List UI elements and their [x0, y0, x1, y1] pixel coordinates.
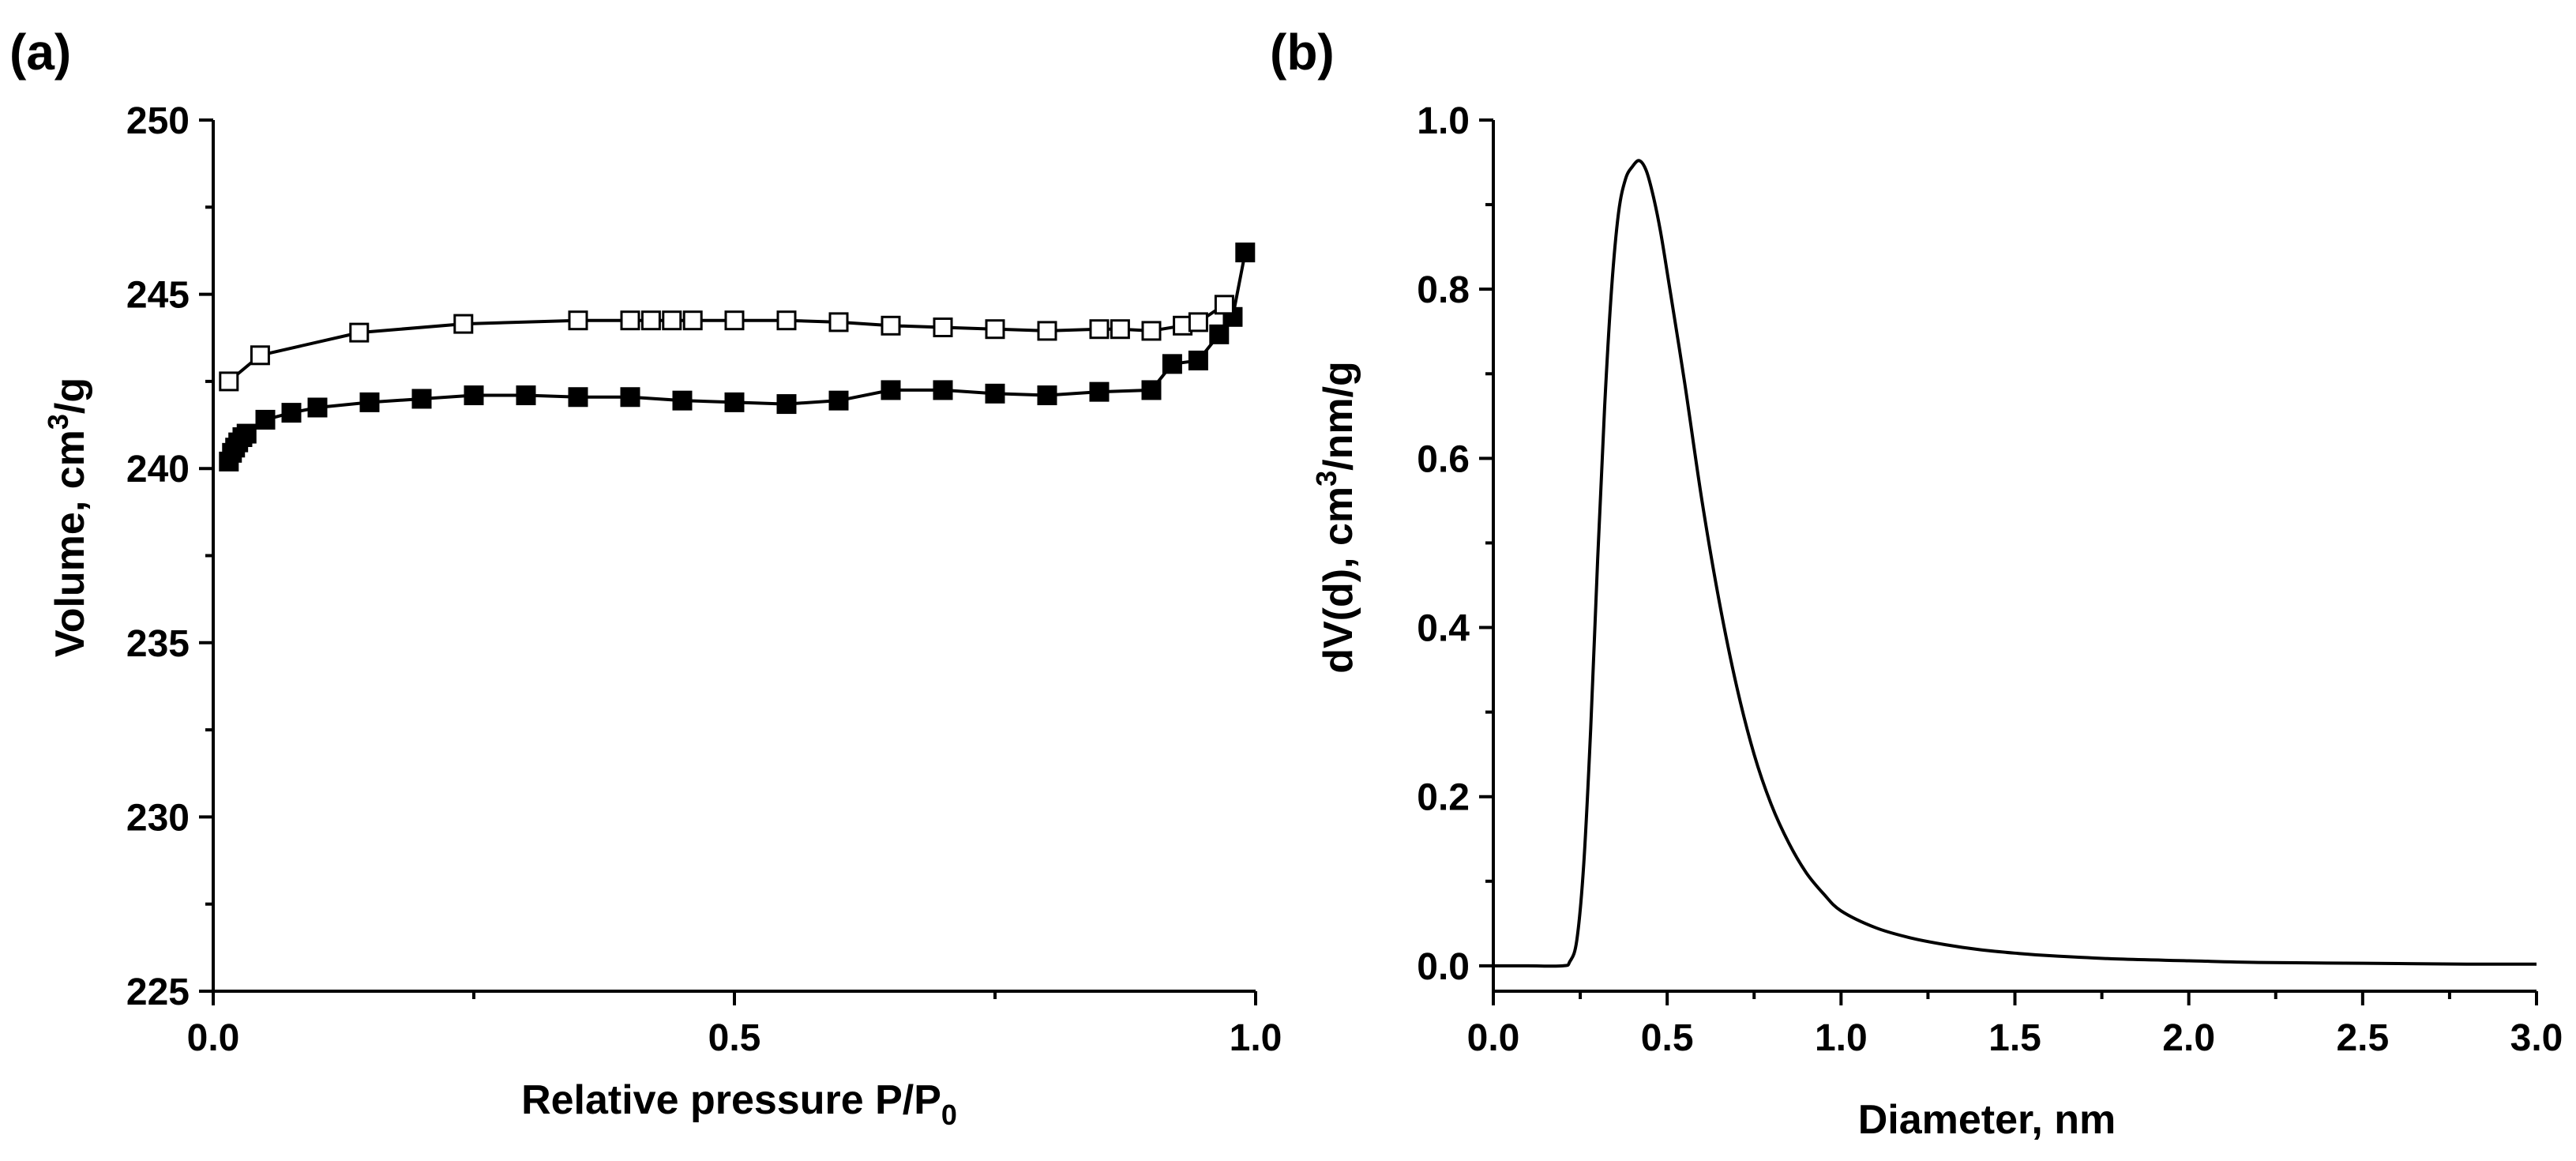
- chart-a-adsorption-point: [776, 394, 797, 415]
- chart-a-adsorption-point: [411, 389, 432, 409]
- chart-a-desorption-point: [250, 345, 270, 366]
- chart-a-desorption-point: [724, 310, 745, 331]
- chart-b-y-axis-label-main: dV(d), cm: [1316, 487, 1361, 674]
- chart-b-psd-line: [1493, 159, 2537, 968]
- chart-a-adsorption-point: [464, 385, 484, 406]
- chart-b: (b) 0.0 0.5 1.0 1.5 2.0 2.5 3.0 0.0 0.2 0.4 0.6 0.8…: [1270, 24, 2563, 1143]
- chart-a-desorption-point: [1188, 312, 1208, 333]
- chart-a-adsorption-line: [227, 252, 1247, 463]
- chart-b-y-tick-label: 0.2: [1417, 777, 1470, 819]
- chart-a-adsorption-point: [1089, 381, 1110, 402]
- chart-a-adsorption-point: [933, 380, 953, 400]
- chart-a-y-tick-label: 230: [126, 797, 190, 839]
- chart-b-y-tick-label: 0.0: [1417, 946, 1470, 988]
- chart-a-x-tick-label: 1.0: [1230, 1017, 1282, 1059]
- chart-a-desorption-point: [1089, 319, 1110, 340]
- chart-a-y-axis-label: Volume, cm3/g: [42, 378, 93, 657]
- chart-a-desorption-line: [227, 303, 1226, 383]
- chart-b-y-tick-label: 1.0: [1417, 100, 1470, 142]
- chart-a-desorption-point: [682, 310, 703, 331]
- chart-b-axes: 0.0 0.5 1.0 1.5 2.0 2.5 3.0 0.0 0.2 0.4 0.6 0.8 1.0: [1417, 100, 2563, 1059]
- chart-a-adsorption-point: [236, 423, 257, 444]
- chart-a-y-tick-label: 245: [126, 275, 190, 317]
- chart-a-desorption-point: [828, 312, 849, 333]
- chart-a-y-axis-label-sup: 3: [42, 414, 74, 430]
- chart-a-x-tick-label: 0.0: [187, 1017, 240, 1059]
- chart-a-adsorption-point: [516, 385, 536, 406]
- chart-a-desorption-point: [985, 319, 1005, 340]
- chart-a-adsorption-point: [724, 392, 745, 412]
- chart-b-y-tick-label: 0.4: [1417, 608, 1470, 650]
- panel-label-b: (b): [1270, 24, 1335, 81]
- chart-a-desorption-point: [349, 322, 370, 343]
- chart-a-y-axis-label-main: Volume, cm: [47, 430, 93, 657]
- chart-a-axis-frame: [212, 120, 1256, 993]
- chart-a-desorption-point: [662, 310, 682, 331]
- chart-a-desorption-point: [620, 310, 640, 331]
- chart-a-adsorption-point: [568, 387, 588, 408]
- chart-b-series: [1493, 159, 2537, 968]
- chart-a-x-axis-label-sub: 0: [941, 1099, 957, 1131]
- chart-a-desorption-point: [568, 310, 588, 331]
- chart-a-adsorption-point: [985, 383, 1005, 404]
- chart-a-axes: 0.0 0.5 1.0 225 230 235 240 245 250: [126, 100, 1282, 1059]
- chart-a-adsorption-point: [255, 409, 276, 430]
- chart-b-y-axis-label-tail: /nm/g: [1316, 361, 1361, 471]
- chart-a-desorption-point: [640, 310, 661, 331]
- chart-a-y-tick-label: 240: [126, 449, 190, 490]
- chart-a-x-axis-label: Relative pressure P/P0: [521, 1077, 957, 1131]
- chart-a-desorption-point: [1141, 321, 1162, 341]
- chart-a-x-axis-label-main: Relative pressure P/P: [521, 1077, 941, 1123]
- chart-b-x-tick-label: 0.5: [1641, 1017, 1694, 1059]
- chart-a-adsorption-point: [1235, 242, 1256, 263]
- chart-b-y-tick-label: 0.8: [1417, 269, 1470, 311]
- chart-a-y-tick-label: 225: [126, 971, 190, 1013]
- chart-a-desorption-point: [1110, 319, 1130, 340]
- chart-a-adsorption-point: [828, 390, 849, 411]
- chart-a: (a) 0.0 0.5 1.0 225 230 235 240 245 250 Relative…: [9, 24, 1282, 1131]
- chart-a-desorption-point: [881, 315, 901, 336]
- chart-a-adsorption-point: [620, 387, 640, 408]
- panel-label-a: (a): [9, 24, 71, 81]
- chart-a-adsorption-point: [307, 397, 328, 418]
- chart-b-x-tick-label: 2.5: [2336, 1017, 2389, 1059]
- chart-b-x-tick-label: 1.0: [1815, 1017, 1868, 1059]
- chart-a-adsorption-point: [1209, 324, 1230, 344]
- chart-b-y-tick-label: 0.6: [1417, 438, 1470, 480]
- chart-a-adsorption-point: [1141, 380, 1162, 400]
- chart-b-y-axis-label-sup: 3: [1310, 471, 1342, 487]
- chart-a-adsorption-point: [1188, 350, 1208, 370]
- chart-b-x-tick-label: 3.0: [2510, 1017, 2563, 1059]
- chart-a-adsorption-point: [1162, 354, 1182, 374]
- chart-a-desorption-point: [1214, 295, 1234, 315]
- chart-b-x-axis-label: Diameter, nm: [1858, 1097, 2116, 1143]
- chart-a-adsorption-point: [881, 380, 901, 400]
- chart-a-y-tick-label: 235: [126, 623, 190, 665]
- chart-a-x-tick-label: 0.5: [708, 1017, 761, 1059]
- chart-a-adsorption-point: [672, 390, 693, 411]
- chart-a-desorption-point: [1037, 321, 1057, 341]
- chart-a-adsorption-point: [1037, 385, 1057, 406]
- chart-b-x-tick-label: 2.0: [2162, 1017, 2215, 1059]
- chart-a-desorption-point: [933, 317, 953, 338]
- chart-b-y-axis-label: dV(d), cm3/nm/g: [1310, 361, 1361, 674]
- chart-a-desorption-point: [219, 371, 239, 392]
- chart-b-x-tick-label: 0.0: [1467, 1017, 1520, 1059]
- chart-a-desorption-point: [776, 310, 797, 331]
- chart-a-adsorption-point: [359, 392, 380, 412]
- chart-a-series: [219, 242, 1256, 472]
- chart-b-x-tick-label: 1.5: [1988, 1017, 2041, 1059]
- chart-a-y-tick-label: 250: [126, 100, 190, 142]
- chart-a-adsorption-point: [281, 403, 302, 423]
- chart-a-y-axis-label-tail: /g: [47, 378, 93, 414]
- chart-b-axis-frame: [1492, 120, 2537, 993]
- chart-a-desorption-point: [453, 314, 474, 334]
